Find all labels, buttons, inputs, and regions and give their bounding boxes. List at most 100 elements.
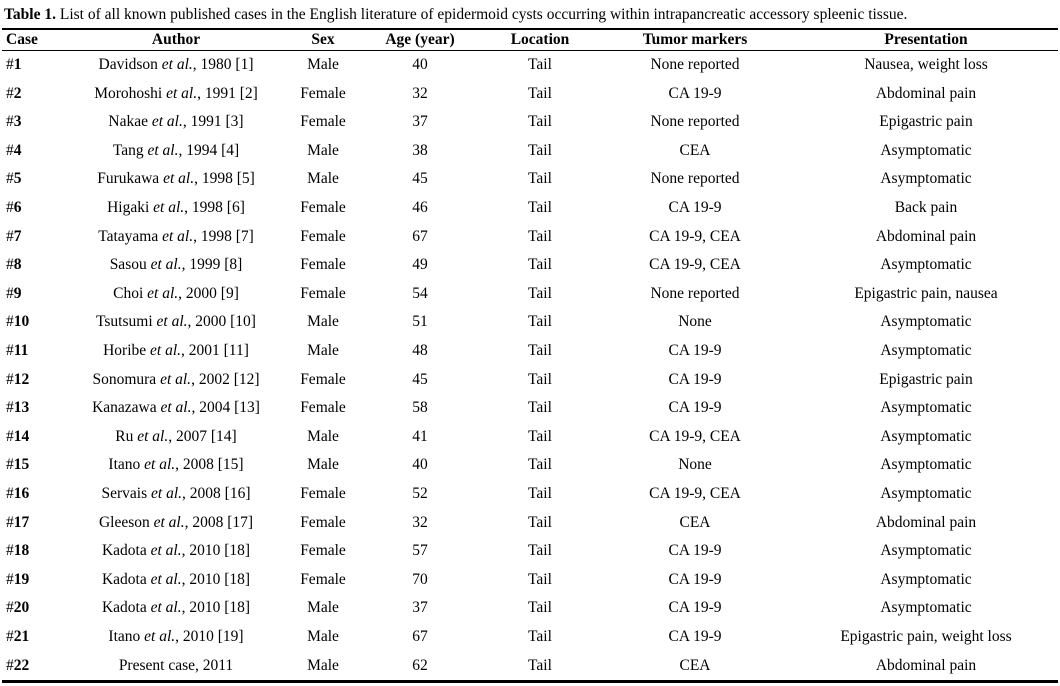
cell-author: Higaki et al., 1998 [6] [107,199,245,217]
cell-tumor-markers: CA 19-9 [668,542,722,560]
table-row: #19 Kadota et al., 2010 [18] Female 70 Tail C… [2,566,1058,595]
table-row: #20 Kadota et al., 2010 [18] Male 37 Tail CA … [2,594,1058,623]
cell-location: Tail [528,399,552,417]
cell-location: Tail [528,227,552,245]
cell-location: Tail [528,570,552,588]
cell-presentation: Asymptomatic [880,542,972,560]
cell-sex: Female [300,399,346,417]
cell-age-year: 49 [412,256,428,274]
table-row: #12 Sonomura et al., 2002 [12] Female 45 Tai… [2,366,1058,395]
table-row: #16 Servais et al., 2008 [16] Female 52 Tail… [2,480,1058,509]
table-body: #1 Davidson et al., 1980 [1] Male 40 Tail Non… [2,51,1058,682]
cell-case: #11 [6,341,29,359]
cell-tumor-markers: CA 19-9, CEA [649,427,741,445]
cell-case: #15 [6,456,30,474]
cell-case: #12 [6,370,30,388]
cell-sex: Male [307,427,339,445]
cell-location: Tail [528,341,552,359]
cell-tumor-markers: CEA [679,513,711,531]
cell-sex: Female [300,284,346,302]
cell-sex: Female [300,484,346,502]
cell-tumor-markers: CA 19-9 [668,570,722,588]
cell-location: Tail [528,84,552,102]
cell-location: Tail [528,484,552,502]
cell-age-year: 45 [412,370,428,388]
cell-case: #18 [6,542,30,560]
cell-author: Ru et al., 2007 [14] [115,427,237,445]
cell-location: Tail [528,656,552,674]
column-header-age-year: Age (year) [385,31,455,49]
cell-location: Tail [528,113,552,131]
cell-author: Servais et al., 2008 [16] [101,484,251,502]
table-row: #21 Itano et al., 2010 [19] Male 67 Tail CA 1… [2,623,1058,652]
cell-author: Choi et al., 2000 [9] [113,284,239,302]
cell-tumor-markers: None reported [650,56,740,74]
cell-presentation: Asymptomatic [880,599,972,617]
cell-presentation: Nausea, weight loss [864,56,988,74]
cell-author: Tang et al., 1994 [4] [112,141,240,159]
cell-presentation: Asymptomatic [880,427,972,445]
cell-sex: Male [307,599,339,617]
cell-location: Tail [528,599,552,617]
cell-case: #1 [6,56,22,74]
table-row: #18 Kadota et al., 2010 [18] Female 57 Tail C… [2,537,1058,566]
cell-sex: Male [307,313,339,331]
table-row: #1 Davidson et al., 1980 [1] Male 40 Tail Non… [2,51,1058,80]
cell-case: #2 [6,84,22,102]
cell-case: #6 [6,199,22,217]
cell-age-year: 32 [412,513,428,531]
cell-location: Tail [528,627,552,645]
cell-sex: Female [300,113,346,131]
cell-case: #22 [6,656,30,674]
cell-author: Gleeson et al., 2008 [17] [98,513,254,531]
cell-tumor-markers: CA 19-9 [668,199,722,217]
table-row: #6 Higaki et al., 1998 [6] Female 46 Tail CA … [2,194,1058,223]
cell-presentation: Abdominal pain [875,227,977,245]
cell-age-year: 67 [412,627,428,645]
cell-age-year: 70 [412,570,428,588]
column-header-author: Author [151,31,201,49]
column-header-sex: Sex [311,31,335,49]
cell-tumor-markers: CA 19-9 [668,627,722,645]
cell-tumor-markers: None [678,456,712,474]
cell-presentation: Abdominal pain [875,656,977,674]
cell-presentation: Epigastric pain [879,113,973,131]
column-header-case: Case [6,31,38,49]
table-row: #5 Furukawa et al., 1998 [5] Male 45 Tail Non… [2,165,1058,194]
cell-tumor-markers: CEA [679,141,711,159]
cell-sex: Female [300,227,346,245]
cell-author: Kanazawa et al., 2004 [13] [92,399,260,417]
cell-tumor-markers: None reported [650,284,740,302]
cell-tumor-markers: CA 19-9, CEA [649,227,741,245]
cell-author: Sasou et al., 1999 [8] [109,256,243,274]
cell-sex: Male [307,56,339,74]
cell-location: Tail [528,542,552,560]
table-row: #3 Nakae et al., 1991 [3] Female 37 Tail None… [2,108,1058,137]
cell-case: #14 [6,427,30,445]
cell-case: #7 [6,227,22,245]
table-row: #7 Tatayama et al., 1998 [7] Female 67 Tail C… [2,223,1058,252]
cell-presentation: Back pain [894,199,958,217]
cell-age-year: 51 [412,313,428,331]
cell-case: #20 [6,599,30,617]
cell-tumor-markers: CEA [679,656,711,674]
cell-location: Tail [528,370,552,388]
cell-case: #10 [6,313,30,331]
cell-age-year: 37 [412,599,428,617]
cell-author: Furukawa et al., 1998 [5] [97,170,255,188]
cell-presentation: Abdominal pain [875,513,977,531]
cell-tumor-markers: CA 19-9 [668,399,722,417]
cell-author: Horibe et al., 2001 [11] [103,341,249,359]
cell-sex: Male [307,656,339,674]
cell-presentation: Asymptomatic [880,341,972,359]
cell-presentation: Asymptomatic [880,256,972,274]
table-row: #8 Sasou et al., 1999 [8] Female 49 Tail CA 1… [2,251,1058,280]
cell-case: #17 [6,513,30,531]
column-header-presentation: Presentation [884,31,968,49]
cell-age-year: 45 [412,170,428,188]
cell-sex: Female [300,542,346,560]
cell-sex: Female [300,513,346,531]
cell-author: Tsutsumi et al., 2000 [10] [96,313,256,331]
cell-author: Nakae et al., 1991 [3] [108,113,244,131]
